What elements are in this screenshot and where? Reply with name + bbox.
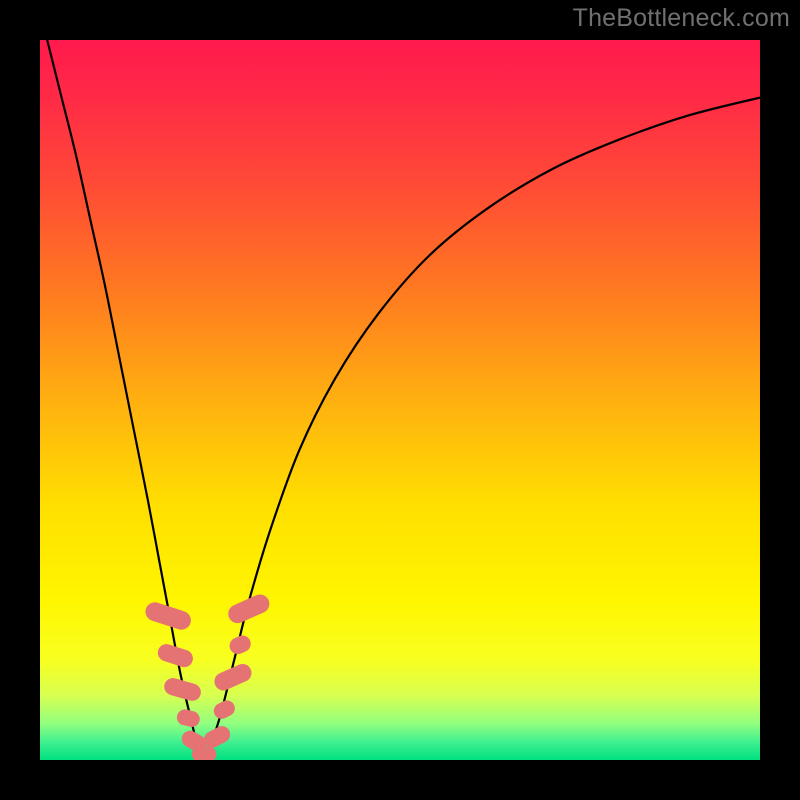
watermark-text: TheBottleneck.com [573,4,790,33]
marker-capsule [192,746,216,762]
chart-svg [0,0,800,800]
chart-root: TheBottleneck.com [0,0,800,800]
plot-area [40,40,760,760]
